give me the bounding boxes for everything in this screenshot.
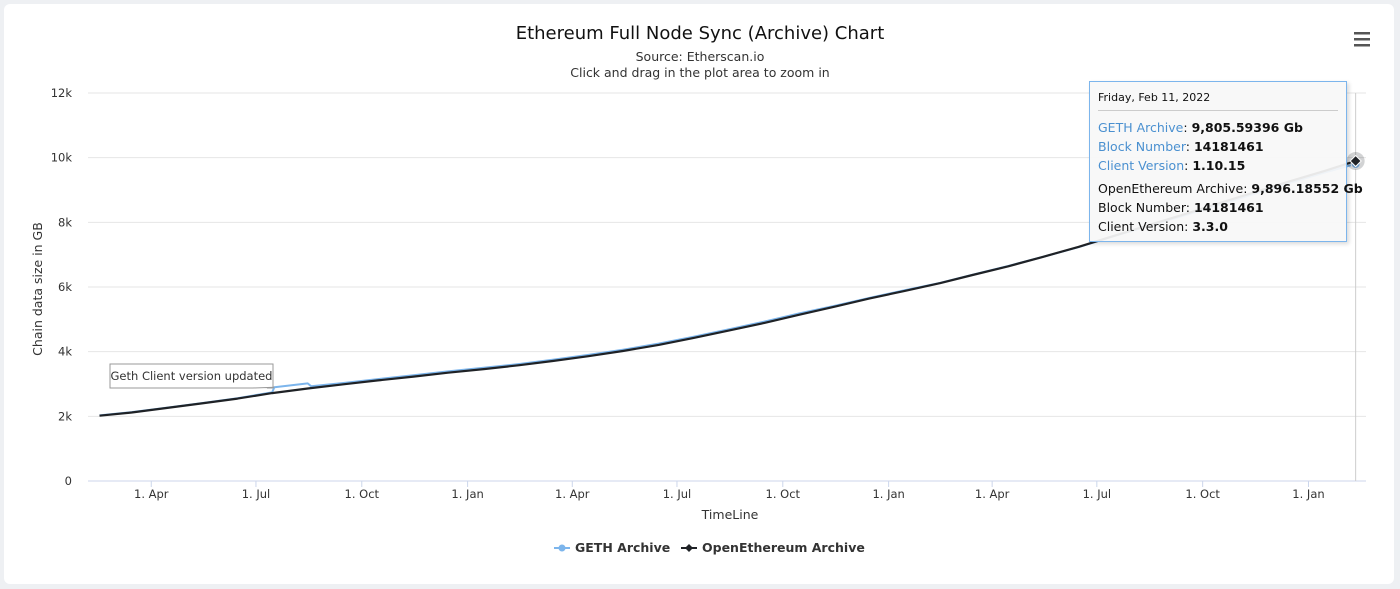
x-tick-label-3: 1. Jan [451,487,483,501]
data-tooltip: Friday, Feb 11, 2022 GETH Archive: 9,805… [1089,81,1363,242]
tooltip-geth-block-row: Block Number: 14181461 [1098,139,1264,154]
x-tick-label-7: 1. Jan [872,487,904,501]
y-tick-label-5: 10k [51,151,73,165]
tooltip-oe-value-row: OpenEthereum Archive: 9,896.18552 Gb [1098,181,1363,196]
x-tick-label-10: 1. Oct [1185,487,1220,501]
x-tick-label-6: 1. Oct [766,487,801,501]
legend-oe-label: OpenEthereum Archive [702,540,865,555]
hover-marker-openethereum [1349,154,1362,168]
x-tick-label-0: 1. Apr [134,487,169,501]
tooltip-oe-block-row: Block Number: 14181461 [1098,200,1264,215]
chart-zoom-hint: Click and drag in the plot area to zoom … [570,65,829,80]
y-axis-label: Chain data size in GB [30,222,45,356]
tooltip-oe-block-label: Block Number [1098,200,1186,215]
tooltip-oe-client-row: Client Version: 3.3.0 [1098,219,1228,234]
tooltip-date: Friday, Feb 11, 2022 [1098,91,1338,111]
x-axis-ticks: 1. Apr 1. Jul 1. Oct 1. Jan 1. Apr 1. Jul 1. O… [134,481,1325,501]
tooltip-oe-name: OpenEthereum Archive [1098,181,1244,196]
legend-item-openethereum[interactable]: OpenEthereum Archive [681,540,865,555]
annotation-label: Geth Client version updated [111,369,273,383]
legend-oe-symbol [685,544,693,552]
x-tick-label-4: 1. Apr [555,487,590,501]
legend-item-geth[interactable]: GETH Archive [554,540,670,555]
tooltip-oe-client: 3.3.0 [1192,219,1228,234]
x-tick-label-11: 1. Jan [1292,487,1324,501]
tooltip-oe-block: 14181461 [1193,200,1264,215]
y-axis-ticks: 0 2k 4k 6k 8k 10k 12k [51,86,73,488]
tooltip-geth-block: 14181461 [1193,139,1264,154]
annotation-box [109,363,275,389]
tooltip-geth-client: 1.10.15 [1192,158,1246,173]
x-axis-label: TimeLine [701,507,759,522]
tooltip-geth-value: 9,805.59396 Gb [1191,120,1303,135]
x-tick-label-9: 1. Jul [1083,487,1112,501]
chart-svg[interactable]: Ethereum Full Node Sync (Archive) Chart … [4,4,1394,584]
tooltip-oe-value: 9,896.18552 Gb [1251,181,1363,196]
tooltip-geth-client-row: Client Version: 1.10.15 [1098,158,1246,173]
y-tick-label-6: 12k [51,86,73,100]
x-tick-label-1: 1. Jul [242,487,271,501]
y-tick-label-2: 4k [58,345,72,359]
y-tick-label-0: 0 [65,474,72,488]
tooltip-geth-value-row: GETH Archive: 9,805.59396 Gb [1098,120,1303,135]
tooltip-geth-block-label: Block Number [1098,139,1186,154]
legend-geth-label: GETH Archive [575,540,670,555]
x-tick-label-2: 1. Oct [345,487,380,501]
annotation: Geth Client version updated [109,363,275,389]
x-tick-label-8: 1. Apr [975,487,1010,501]
y-tick-label-1: 2k [58,409,72,423]
tooltip-geth-client-label: Client Version [1098,158,1185,173]
chart-subtitle: Source: Etherscan.io [636,49,765,64]
legend-geth-symbol [558,544,566,552]
y-tick-label-3: 6k [58,280,72,294]
chart-card: Ethereum Full Node Sync (Archive) Chart … [4,4,1394,584]
chart-title: Ethereum Full Node Sync (Archive) Chart [516,23,885,44]
hamburger-menu-icon[interactable] [1351,31,1373,51]
x-tick-label-5: 1. Jul [663,487,692,501]
tooltip-oe-client-label: Client Version [1098,219,1185,234]
y-tick-label-4: 8k [58,215,72,229]
tooltip-geth-name: GETH Archive [1098,120,1184,135]
